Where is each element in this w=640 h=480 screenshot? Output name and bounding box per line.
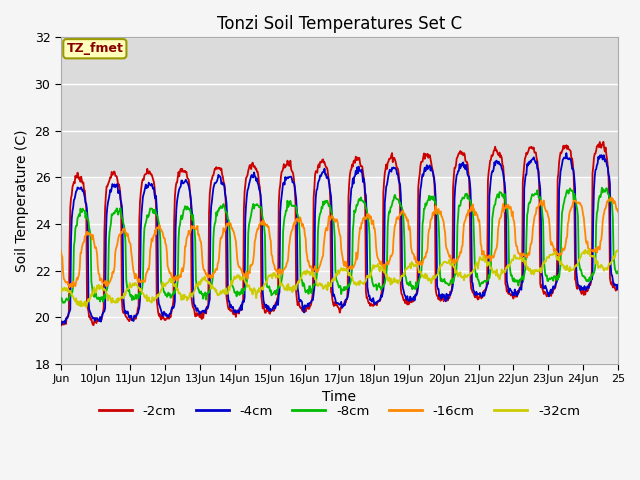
- -8cm: [57, 296, 65, 302]
- -4cm: [57, 321, 65, 326]
- -8cm: [429, 195, 436, 201]
- -32cm: [429, 276, 436, 282]
- -4cm: [429, 168, 436, 174]
- -2cm: [253, 169, 260, 175]
- -8cm: [614, 269, 622, 275]
- -32cm: [83, 304, 90, 310]
- -16cm: [57, 248, 65, 253]
- Y-axis label: Soil Temperature (C): Soil Temperature (C): [15, 130, 29, 272]
- -32cm: [123, 287, 131, 292]
- -2cm: [397, 291, 405, 297]
- Line: -2cm: -2cm: [61, 142, 618, 325]
- -4cm: [123, 310, 131, 315]
- -32cm: [274, 273, 282, 279]
- -2cm: [274, 295, 282, 300]
- -2cm: [123, 314, 131, 320]
- -2cm: [225, 305, 233, 311]
- -32cm: [57, 289, 65, 295]
- -4cm: [58, 322, 65, 327]
- Line: -16cm: -16cm: [61, 197, 618, 288]
- Line: -32cm: -32cm: [61, 249, 618, 307]
- -16cm: [68, 285, 76, 290]
- -32cm: [585, 246, 593, 252]
- Legend: -2cm, -4cm, -8cm, -16cm, -32cm: -2cm, -4cm, -8cm, -16cm, -32cm: [93, 399, 585, 423]
- -4cm: [225, 299, 233, 304]
- -2cm: [57, 318, 65, 324]
- -2cm: [429, 168, 436, 173]
- Bar: [61, 37, 618, 178]
- -8cm: [59, 300, 67, 306]
- -4cm: [253, 176, 260, 181]
- -2cm: [90, 322, 97, 328]
- -2cm: [600, 139, 607, 144]
- -16cm: [253, 228, 260, 234]
- -16cm: [274, 268, 282, 274]
- -16cm: [614, 209, 622, 215]
- -32cm: [614, 248, 622, 254]
- X-axis label: Time: Time: [323, 390, 356, 404]
- -16cm: [225, 221, 233, 227]
- -32cm: [397, 273, 405, 278]
- -8cm: [225, 225, 233, 230]
- -8cm: [598, 185, 606, 191]
- -16cm: [429, 210, 436, 216]
- -4cm: [397, 211, 405, 217]
- -16cm: [607, 194, 615, 200]
- -32cm: [253, 290, 260, 296]
- -8cm: [274, 283, 282, 289]
- -8cm: [397, 204, 405, 209]
- -8cm: [253, 201, 260, 207]
- -4cm: [274, 302, 282, 308]
- -16cm: [397, 209, 405, 215]
- -32cm: [225, 288, 233, 293]
- Line: -4cm: -4cm: [61, 153, 618, 324]
- Text: TZ_fmet: TZ_fmet: [67, 42, 124, 55]
- -16cm: [123, 233, 131, 239]
- -2cm: [614, 287, 622, 292]
- -4cm: [614, 282, 622, 288]
- Line: -8cm: -8cm: [61, 188, 618, 303]
- -4cm: [563, 150, 570, 156]
- Title: Tonzi Soil Temperatures Set C: Tonzi Soil Temperatures Set C: [217, 15, 462, 33]
- -8cm: [123, 283, 131, 289]
